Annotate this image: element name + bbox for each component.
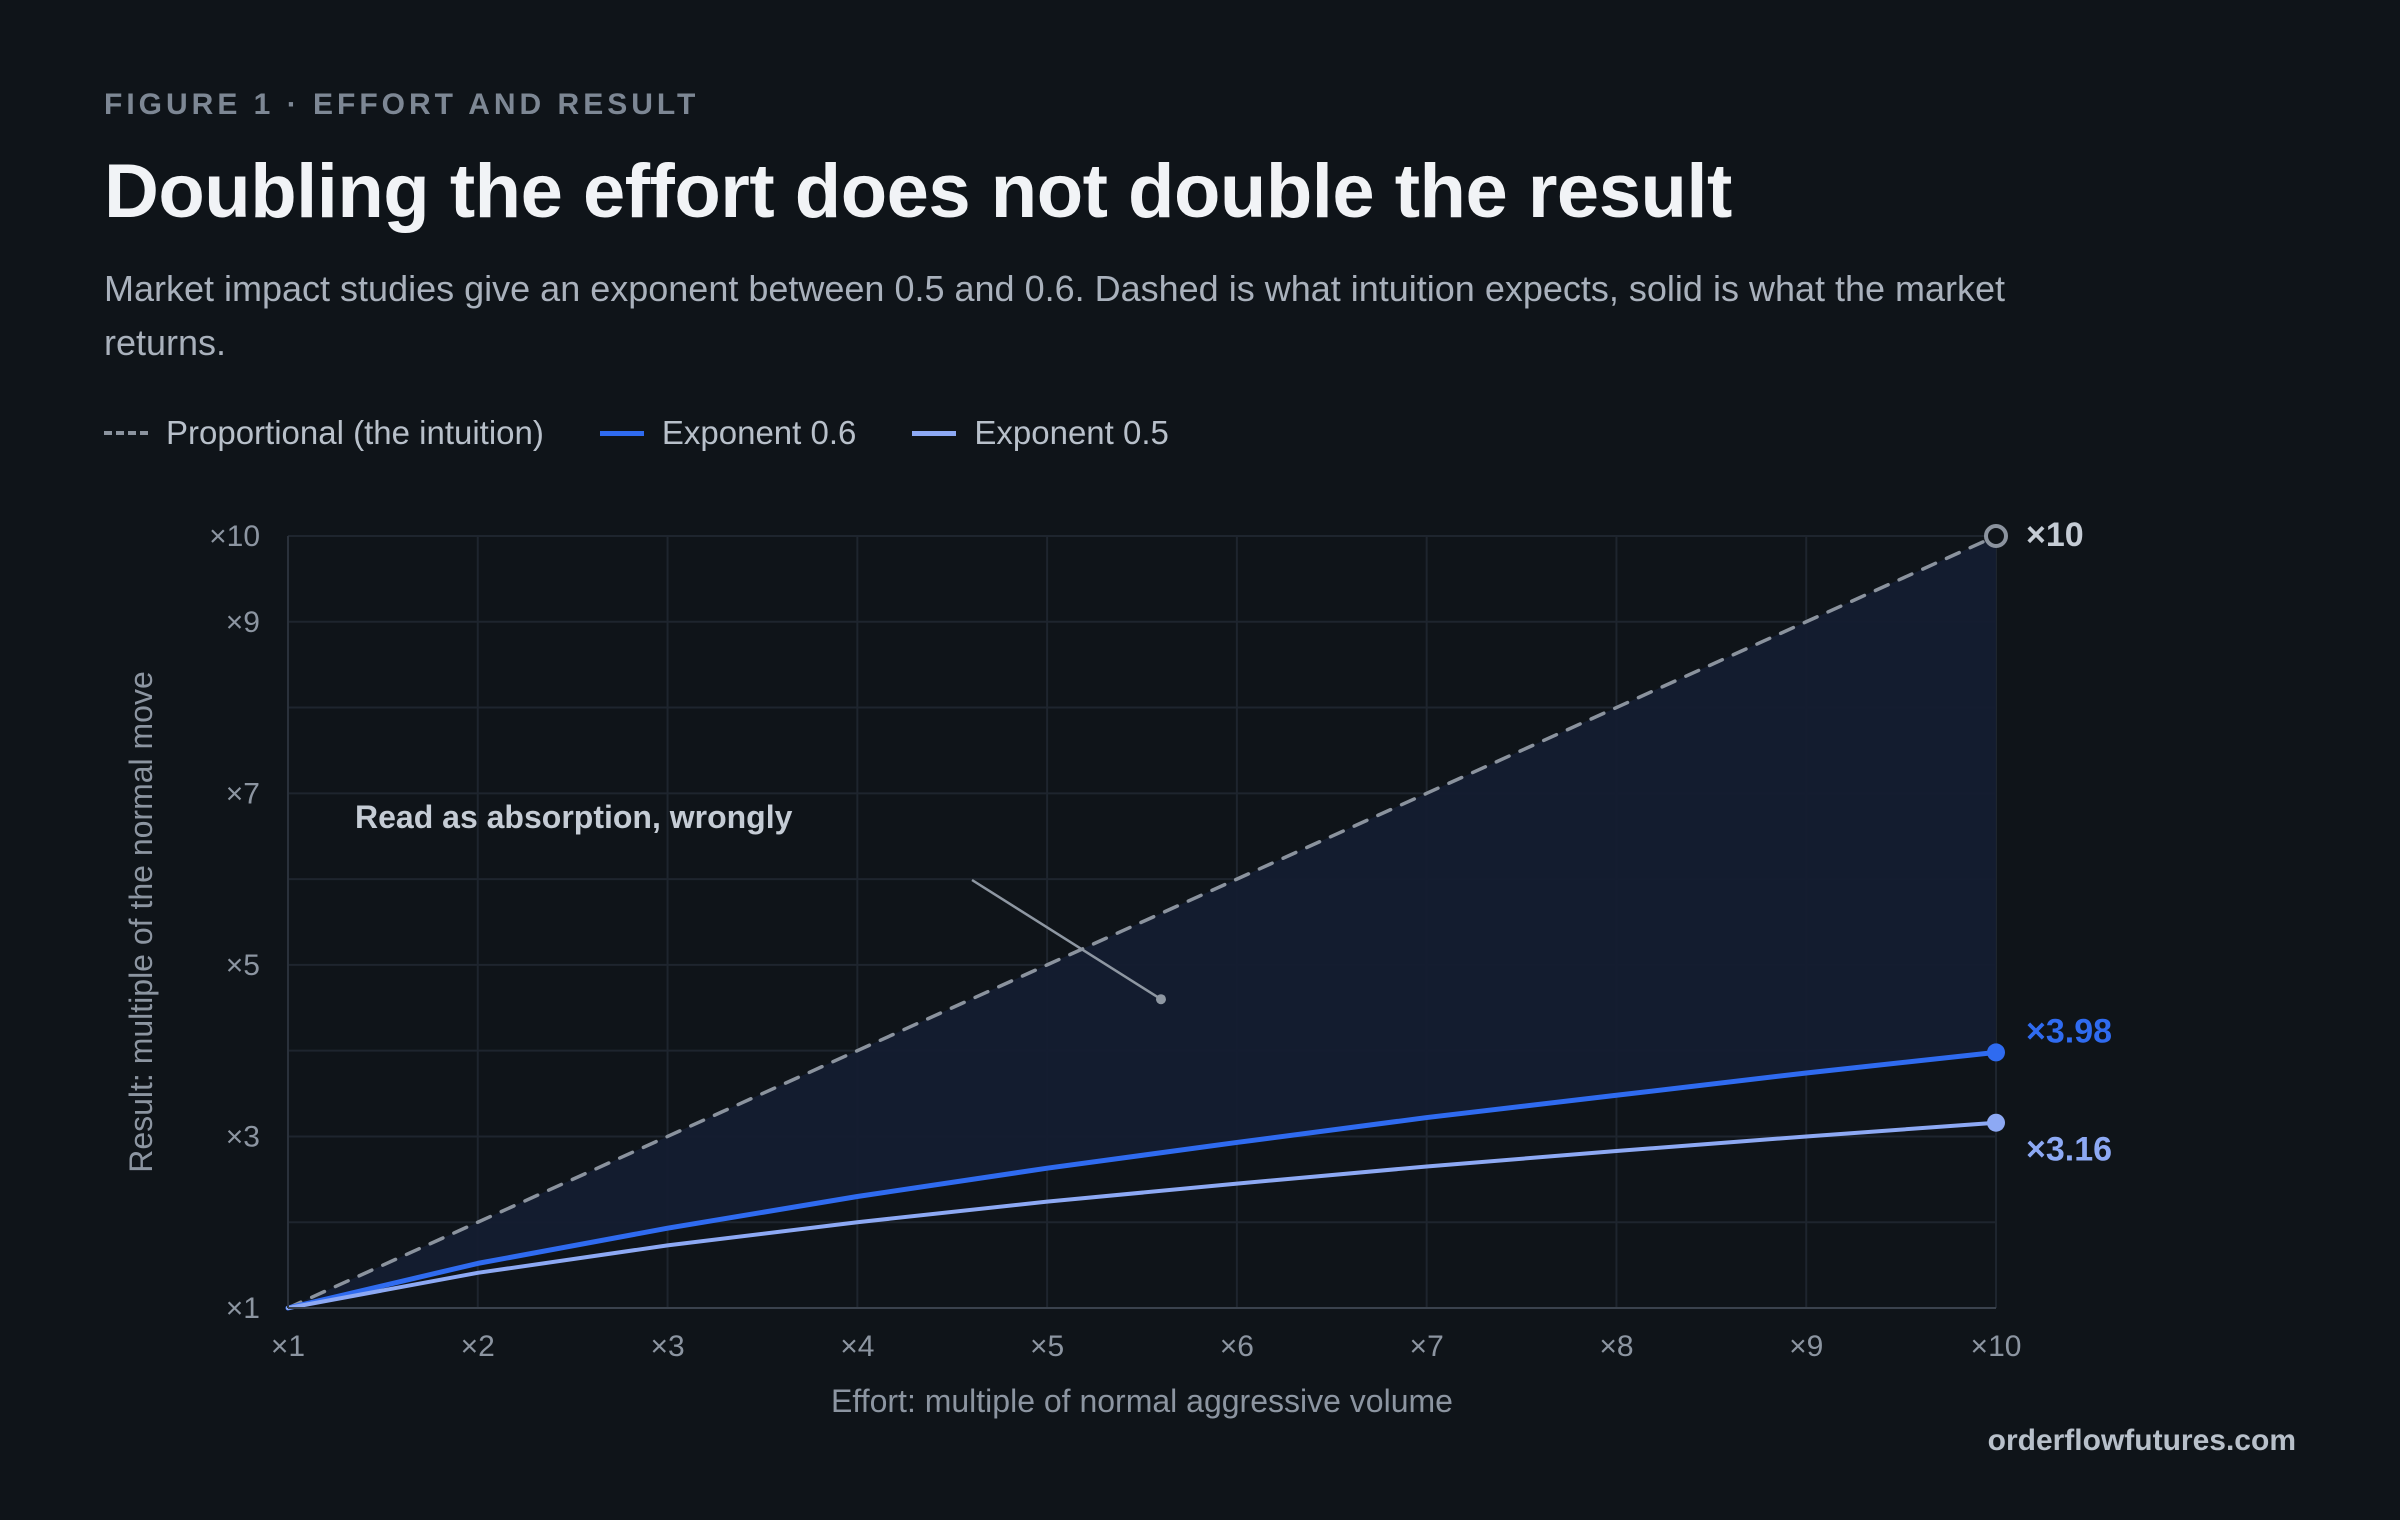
chart-subtitle: Market impact studies give an exponent b… (104, 268, 2006, 363)
y-tick-label: ×7 (226, 777, 260, 810)
x-tick-label: ×5 (1030, 1330, 1064, 1363)
y-axis-label: Result: multiple of the normal move (123, 671, 159, 1173)
y-tick-label: ×9 (226, 606, 260, 639)
x-tick-label: ×7 (1410, 1330, 1444, 1363)
annotation-point (1155, 994, 1166, 1005)
legend-item-exponent-05: Exponent 0.5 (912, 414, 1169, 452)
chart-title: Doubling the effort does not double the … (104, 149, 1732, 234)
legend-item-exponent-06: Exponent 0.6 (599, 414, 857, 452)
legend-label-exponent-05: Exponent 0.5 (974, 414, 1169, 451)
x-tick-label: ×2 (461, 1330, 495, 1363)
x-axis-label: Effort: multiple of normal aggressive vo… (831, 1383, 1453, 1419)
figure-label: FIGURE 1 · EFFORT AND RESULT (104, 88, 700, 121)
series-lines (285, 534, 1999, 1311)
end-value-label: ×3.16 (2026, 1131, 2112, 1169)
end-marker-hollow (1984, 524, 2008, 548)
annotation-text: Read as absorption, wrongly (355, 799, 793, 835)
series-line-1 (285, 1049, 1999, 1311)
annotation-group: Read as absorption, wrongly (355, 799, 1166, 1005)
legend-swatch-exponent-06 (599, 430, 644, 436)
annotation-leader (971, 878, 1162, 1001)
x-tick-label: ×9 (1789, 1330, 1823, 1363)
series-line-2 (286, 1120, 1998, 1310)
chart-legend: Proportional (the intuition) Exponent 0.… (104, 414, 1169, 452)
end-value-label: ×3.98 (2026, 1012, 2112, 1050)
x-tick-label: ×6 (1220, 1330, 1254, 1363)
x-tick-label: ×4 (840, 1330, 874, 1363)
legend-swatch-exponent-05 (912, 430, 957, 436)
brand-footer: orderflowfutures.com (1987, 1424, 2296, 1457)
y-tick-label: ×10 (209, 520, 260, 553)
y-tick-label: ×1 (226, 1292, 260, 1325)
legend-label-proportional: Proportional (the intuition) (166, 414, 544, 451)
series-line-0 (286, 534, 1998, 1310)
legend-swatch-dashed (104, 431, 148, 435)
y-tick-label: ×5 (226, 949, 260, 982)
end-marker-filled (1987, 1113, 2005, 1132)
chart-axes (287, 536, 1996, 1309)
y-tick-label: ×3 (226, 1120, 260, 1153)
end-marker-filled (1987, 1043, 2005, 1062)
x-tick-label: ×10 (1971, 1330, 2022, 1363)
legend-item-proportional: Proportional (the intuition) (104, 414, 544, 452)
x-tick-label: ×3 (650, 1330, 684, 1363)
end-value-label: ×10 (2026, 516, 2084, 554)
end-markers: ×10 ×3.98 ×3.16 (1984, 516, 2112, 1169)
legend-label-exponent-06: Exponent 0.6 (661, 414, 857, 451)
x-tick-label: ×8 (1599, 1330, 1633, 1363)
x-tick-label: ×1 (271, 1330, 305, 1363)
tick-labels: ×1 ×2 ×3 ×4 ×5 ×6 ×7 ×8 ×9 ×10 ×1 ×3 ×5 ×7 ×9 ×10 (209, 520, 2021, 1363)
